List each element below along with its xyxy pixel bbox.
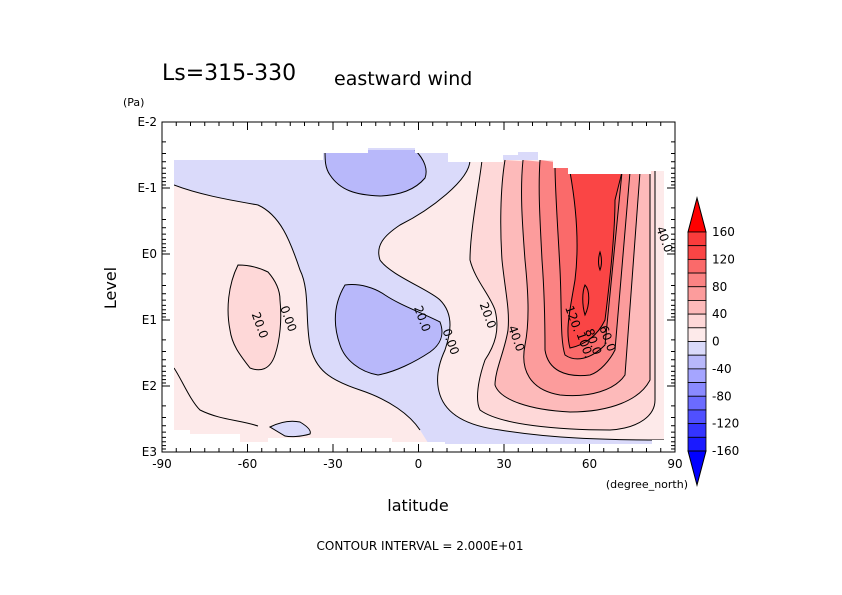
x-units-label: (degree_north): [606, 478, 688, 491]
colorbar-box: [687, 300, 707, 315]
contour-line-20-left: [227, 264, 282, 371]
chart-title-right: eastward wind: [334, 68, 472, 90]
x-tick-label: -90: [152, 457, 172, 471]
x-tick-label: 30: [496, 457, 511, 471]
colorbar-label: 40: [712, 307, 727, 321]
contour-line-80: [538, 159, 631, 377]
x-tick-label: 0: [415, 457, 423, 471]
contour-line-40: [494, 159, 651, 413]
colorbar-box: [687, 409, 707, 425]
contour-line-zero-patch: [268, 420, 311, 438]
colorbar-box: [687, 231, 707, 247]
contour-line-120: [567, 171, 623, 349]
region-neg-20-40-mid: [335, 284, 442, 375]
y-tick-label: E3: [142, 445, 157, 459]
colorbar-box: [687, 286, 707, 301]
colorbar-box: [687, 354, 707, 370]
colorbar-box: [687, 423, 707, 438]
contour-fills: [174, 148, 664, 444]
colorbar-box: [687, 313, 707, 329]
colorbar-box: [687, 382, 707, 397]
y-tick-label: E2: [142, 379, 157, 393]
colorbar-label: -80: [712, 389, 732, 403]
contour-line-zero-bottom-left: [174, 367, 259, 427]
colorbar-label: -120: [712, 417, 739, 431]
chart-title-left: Ls=315-330: [162, 61, 296, 86]
colorbar: 160 120 80 40 0 -40 -80 -120 -160: [687, 196, 739, 487]
y-tick-label: E1: [142, 313, 157, 327]
y-axis-label: Level: [101, 267, 120, 309]
colorbar-label: 160: [712, 225, 735, 239]
y-units-label: (Pa): [123, 96, 144, 109]
colorbar-label: 0: [712, 335, 720, 349]
x-axis-label: latitude: [387, 496, 448, 515]
x-axis: -90 -60 -30 0 30 60 90: [152, 122, 683, 471]
region-pos-120-140: [567, 172, 622, 348]
colorbar-box: [687, 258, 707, 274]
region-pos-20-40-left: [228, 265, 281, 370]
colorbar-box: [687, 272, 707, 288]
x-tick-label: -60: [238, 457, 258, 471]
colorbar-min-triangle: [687, 450, 707, 487]
colorbar-box: [687, 395, 707, 411]
contour-interval-footer: CONTOUR INTERVAL = 2.000E+01: [317, 539, 524, 553]
colorbar-box: [687, 341, 707, 356]
region-pos-0-20-left: [174, 185, 430, 444]
colorbar-label: 80: [712, 280, 727, 294]
colorbar-label: 120: [712, 252, 735, 266]
contour-line-140-a: [598, 250, 602, 272]
contour-line-zero-left: [174, 184, 421, 431]
region-neg-20-40-top: [325, 150, 427, 196]
x-tick-label: -30: [323, 457, 343, 471]
colorbar-label: -160: [712, 444, 739, 458]
y-axis: E-2 E-1 E0 E1 E2 E3: [137, 115, 675, 459]
x-tick-label: 60: [582, 457, 597, 471]
y-tick-label: E-2: [137, 115, 157, 129]
contour-line-zero-right: [378, 159, 664, 441]
y-tick-label: E0: [142, 247, 157, 261]
colorbar-box: [687, 327, 707, 342]
contour-line-neg20-mid: [334, 284, 443, 376]
colorbar-max-triangle: [687, 196, 707, 233]
contour-line-140-b: [582, 284, 590, 317]
contour-line-20-right: [469, 159, 656, 431]
colorbar-box: [687, 436, 707, 452]
x-tick-label: 90: [667, 457, 682, 471]
contour-line-60: [521, 159, 641, 397]
contour-lines: [174, 149, 664, 441]
colorbar-box: [687, 368, 707, 383]
colorbar-label: -40: [712, 362, 732, 376]
contour-line-100: [554, 164, 623, 360]
contour-line-neg20-top: [324, 149, 427, 197]
y-tick-label: E-1: [137, 181, 157, 195]
colorbar-box: [687, 245, 707, 260]
